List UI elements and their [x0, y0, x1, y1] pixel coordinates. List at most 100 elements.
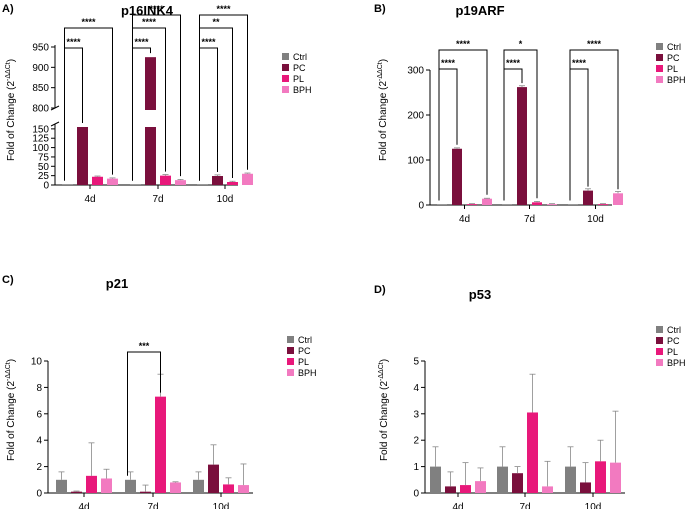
bar-pc-4d: [77, 127, 88, 185]
bar-pl-7d: [155, 396, 166, 493]
legend-label-pc: PC: [298, 346, 311, 356]
x-tick-label: 4d: [84, 194, 95, 205]
bar-pl-7d: [160, 175, 171, 185]
bar-pc-10d: [212, 176, 223, 185]
legend-swatch-ctrl: [656, 326, 663, 333]
bar-ctrl-7d: [497, 466, 508, 493]
bar-ctrl-4d: [62, 184, 73, 185]
significance-bracket: [64, 27, 113, 181]
bar-pl-7d: [532, 202, 542, 205]
y-tick-label: 150: [32, 124, 49, 135]
bar-pl-10d: [223, 484, 234, 493]
significance-label: ****: [587, 39, 602, 49]
legend-label-pl: PL: [293, 74, 304, 84]
bar-ctrl-7d: [125, 479, 136, 493]
bar-bph-4d: [482, 198, 492, 205]
legend-swatch-pc: [656, 54, 663, 61]
legend-label-bph: BPH: [298, 368, 317, 378]
significance-bracket: [569, 68, 589, 201]
bar-bph-7d: [547, 204, 557, 205]
bar-pl-4d: [467, 204, 477, 205]
y-tick-label: 900: [32, 63, 49, 74]
significance-bracket: [569, 49, 619, 201]
panel-label: C): [2, 274, 14, 286]
legend-swatch-bph: [282, 86, 289, 93]
x-tick-label: 7d: [147, 502, 158, 509]
bar-pc-7d: [517, 87, 527, 205]
bar-ctrl-4d: [437, 204, 447, 205]
panel-label: D): [374, 284, 386, 296]
bar-pl-10d: [227, 182, 238, 185]
bar-bph-10d: [238, 485, 249, 493]
legend-swatch-pl: [656, 348, 663, 355]
bar-pc-4d: [445, 486, 456, 493]
y-tick-label: 100: [407, 156, 424, 167]
y-axis-label-close: ): [378, 59, 389, 62]
y-axis-label-main: Fold of Change (2: [379, 381, 390, 461]
bar-bph-7d: [170, 482, 181, 493]
x-tick-label: 4d: [452, 502, 463, 509]
x-tick-label: 7d: [524, 214, 535, 225]
significance-label: ****: [456, 39, 471, 49]
legend-label-pl: PL: [298, 357, 309, 367]
bar-pl-10d: [598, 204, 608, 205]
chart-title: p16INK4: [121, 3, 174, 18]
legend-label-bph: BPH: [667, 358, 685, 368]
y-axis-label-superscript: -ΔΔCt: [378, 362, 385, 381]
y-tick-label: 0: [413, 489, 419, 500]
bar-bph-7d: [175, 180, 186, 185]
bar-ctrl-10d: [565, 466, 576, 493]
chart-title: p19ARF: [455, 3, 504, 18]
y-axis-label-close: ): [379, 359, 390, 362]
x-tick-label: 7d: [519, 502, 530, 509]
y-tick-label: 50: [38, 162, 50, 173]
legend-swatch-bph: [287, 369, 294, 376]
legend-label-pl: PL: [667, 64, 678, 74]
chart-title: p21: [106, 276, 128, 291]
significance-label: ****: [506, 58, 521, 68]
y-tick-label: 800: [32, 104, 49, 115]
y-tick-label: 3: [413, 409, 419, 420]
bar-bph-7d: [542, 486, 553, 493]
y-axis-label: Fold of Change (2-ΔΔCt): [378, 359, 390, 461]
y-tick-label: 100: [32, 143, 49, 154]
significance-label: ****: [142, 17, 157, 27]
axis-break-mark: [50, 121, 60, 127]
y-tick-label: 0: [418, 201, 424, 212]
chart-panel-p19arf: B) p19ARF Fold of Change (2-ΔΔCt) 0 100 200 30…: [374, 3, 685, 225]
significance-bracket: [438, 49, 488, 201]
legend-swatch-pl: [656, 65, 663, 72]
y-axis-label-main: Fold of Change (2: [378, 81, 389, 161]
significance-bracket: [199, 14, 248, 181]
y-axis-label: Fold of Change (2-ΔΔCt): [5, 59, 17, 161]
y-tick-label: 850: [32, 83, 49, 94]
bar-pc-4d: [71, 491, 82, 493]
y-tick-label: 1: [413, 462, 419, 473]
chart-panel-p53: D) p53 Fold of Change (2-ΔΔCt) 0 1 2 3 4 5 4d 7d 10…: [374, 284, 685, 509]
y-axis-label: Fold of Change (2-ΔΔCt): [377, 59, 389, 161]
legend-label-bph: BPH: [667, 75, 685, 85]
legend-swatch-pc: [287, 347, 294, 354]
bar-pl-4d: [86, 475, 97, 493]
legend-swatch-ctrl: [282, 53, 289, 60]
bar-pl-7d: [527, 412, 538, 493]
bar-pc-10d: [583, 190, 593, 205]
bar-ctrl-4d: [430, 466, 441, 493]
legend-swatch-pc: [656, 337, 663, 344]
bar-pc-7d: [145, 127, 156, 185]
significance-bracket: [132, 14, 181, 181]
significance-label: *: [519, 39, 523, 49]
y-tick-label: 4: [413, 383, 419, 394]
y-tick-label: 5: [413, 357, 419, 368]
x-tick-label: 10d: [217, 194, 234, 205]
bar-pc-7d: [512, 473, 523, 493]
y-tick-label: 25: [38, 171, 50, 182]
legend-label-pc: PC: [667, 53, 680, 63]
significance-label: ****: [441, 58, 456, 68]
chart-panel-p21: C) p21 Fold of Change (2-ΔΔCt) 0 2 4 6 8 10 4d 7d 1…: [2, 274, 317, 509]
bar-pc-10d: [580, 482, 591, 493]
y-tick-label: 75: [38, 152, 50, 163]
panel-label: A): [2, 3, 14, 15]
